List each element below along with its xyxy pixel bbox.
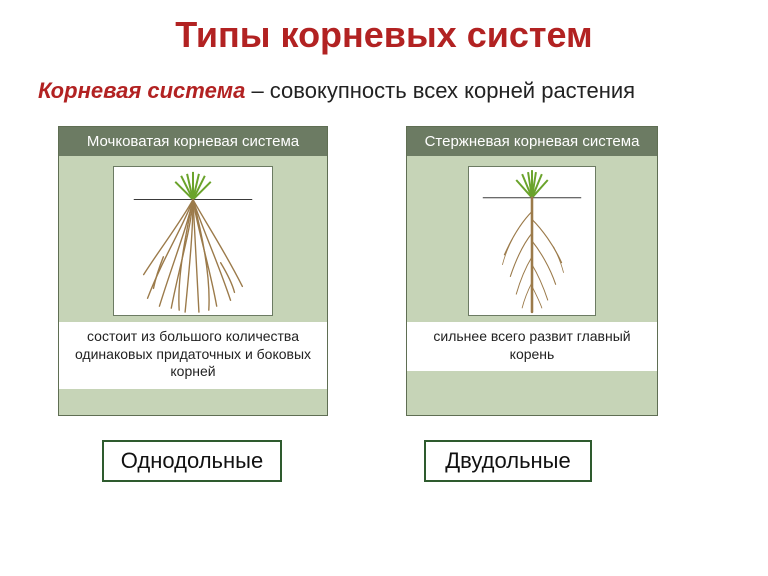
label-dicot: Двудольные [424,440,592,482]
card-fibrous-desc: состоит из большого количества одинаковы… [59,322,327,389]
definition-line: Корневая система – совокупность всех кор… [0,56,768,104]
card-taproot: Стержневая корневая система [406,126,658,416]
card-taproot-desc: сильнее всего развит главный корень [407,322,657,371]
definition-dash: – [245,78,269,103]
taproot-icon [469,167,595,317]
page-title: Типы корневых систем [0,0,768,56]
cards-row: Мочковатая корневая система [0,104,768,416]
card-fibrous-header: Мочковатая корневая система [59,127,327,156]
card-taproot-image-frame [468,166,596,316]
card-taproot-header: Стержневая корневая система [407,127,657,156]
card-fibrous-image-frame [113,166,273,316]
label-monocot: Однодольные [102,440,282,482]
card-fibrous-root: Мочковатая корневая система [58,126,328,416]
definition-body: совокупность всех корней растения [270,78,635,103]
fibrous-root-icon [114,167,272,317]
definition-term: Корневая система [38,78,245,103]
labels-row: Однодольные Двудольные [0,416,768,482]
